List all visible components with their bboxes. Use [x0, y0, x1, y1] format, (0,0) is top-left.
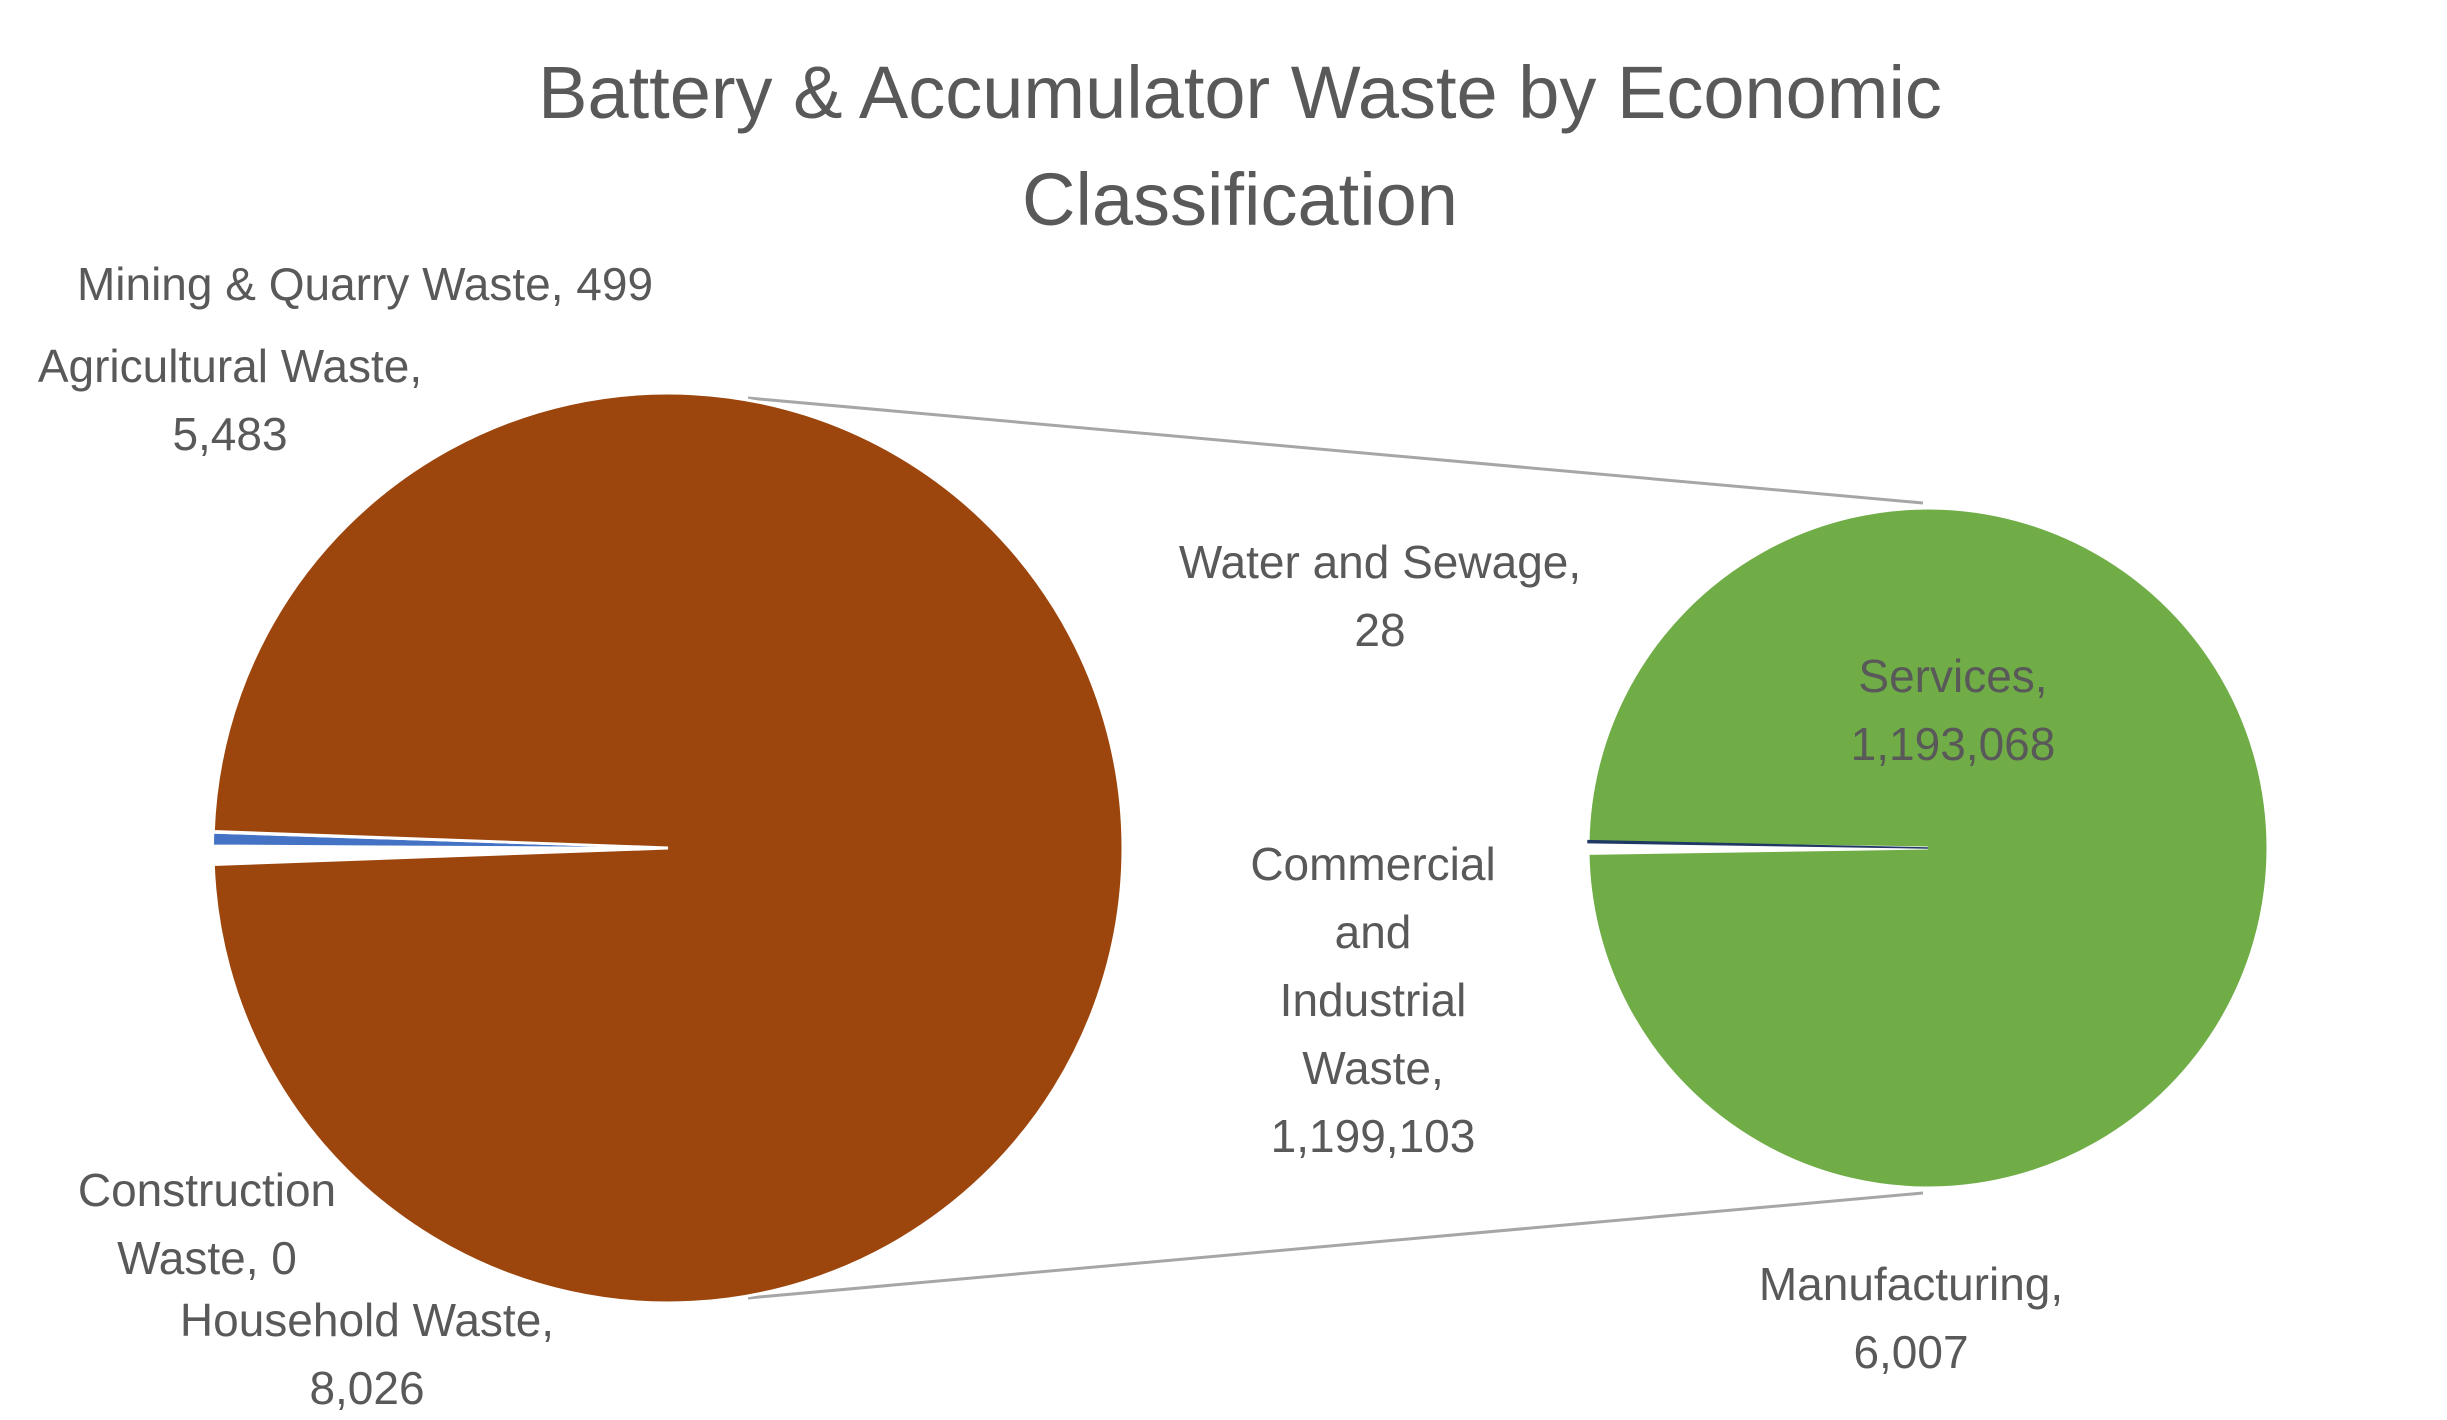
connector-line-bottom — [747, 1191, 1924, 1300]
data-label-commercial-line-1: Commercial — [1250, 838, 1495, 890]
data-label-construction-line-1: Construction — [78, 1164, 336, 1216]
data-label-mining-line-1: Mining & Quarry Waste, 499 — [77, 258, 653, 310]
data-label-manufacturing-line-2: 6,007 — [1853, 1326, 1968, 1378]
data-label-household-line-1: Household Waste, — [180, 1294, 554, 1346]
chart-title-line-1: Battery & Accumulator Waste by Economic — [538, 51, 1942, 134]
connector-lines — [747, 396, 1924, 1300]
data-labels: Mining & Quarry Waste, 499 Agricultural W… — [38, 258, 2063, 1414]
slice-mining-and-quarry-waste — [212, 830, 669, 849]
slice-commercial-and-industrial-waste — [211, 391, 1125, 1305]
slice-water-and-sewage — [1587, 839, 1929, 849]
data-label-manufacturing-line-1: Manufacturing, — [1759, 1258, 2063, 1310]
secondary-pie — [1586, 506, 2270, 1190]
data-label-commercial-line-2: and — [1335, 906, 1412, 958]
data-label-household-line-2: 8,026 — [309, 1362, 424, 1414]
data-label-agricultural-line-2: 5,483 — [172, 408, 287, 460]
data-label-water-line-2: 28 — [1354, 604, 1405, 656]
data-label-agricultural-line-1: Agricultural Waste, — [38, 340, 422, 392]
data-label-water-line-1: Water and Sewage, — [1179, 536, 1581, 588]
chart-title: Battery & Accumulator Waste by Economic C… — [538, 51, 1942, 241]
data-label-services-line-1: Services, — [1858, 650, 2047, 702]
data-label-commercial-line-4: Waste, — [1302, 1042, 1443, 1094]
connector-line-top — [747, 396, 1924, 505]
chart-title-line-2: Classification — [1022, 158, 1458, 241]
data-label-services-line-2: 1,193,068 — [1851, 718, 2056, 770]
slice-services — [1586, 506, 2270, 1190]
data-label-commercial-line-5: 1,199,103 — [1271, 1110, 1476, 1162]
data-label-commercial-line-3: Industrial — [1280, 974, 1467, 1026]
data-label-construction-line-2: Waste, 0 — [117, 1232, 297, 1284]
primary-pie — [211, 391, 1125, 1305]
